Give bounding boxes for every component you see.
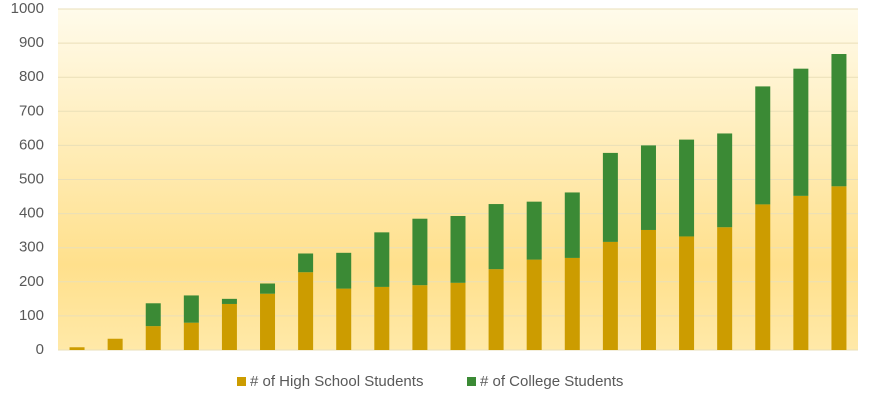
bar-segment [374, 286, 390, 350]
bar-segment [831, 54, 847, 187]
bar-segment [412, 285, 428, 350]
bar-segment [450, 282, 466, 350]
bar-segment [183, 295, 199, 323]
bar-segment [336, 288, 352, 350]
bar-segment [298, 272, 314, 350]
y-tick-label: 700 [19, 102, 44, 119]
bar-segment [488, 269, 504, 350]
bar-segment [69, 347, 85, 350]
bar-segment [640, 229, 656, 350]
y-tick-label: 100 [19, 307, 44, 324]
legend-label: # of College Students [480, 373, 623, 390]
bar-segment [221, 298, 237, 304]
bar-segment [298, 253, 314, 273]
y-tick-label: 300 [19, 239, 44, 256]
bar-segment [717, 133, 733, 228]
bar-segment [602, 152, 618, 242]
y-tick-label: 600 [19, 136, 44, 153]
legend-swatch [467, 377, 476, 386]
bar-segment [717, 227, 733, 350]
y-tick-label: 0 [36, 341, 44, 358]
bar-segment [107, 338, 123, 350]
bar-segment [221, 303, 237, 350]
bar-segment [793, 68, 809, 196]
bar-segment [260, 293, 276, 350]
bar-segment [488, 204, 504, 270]
bar-segment [336, 252, 352, 289]
y-tick-label: 1000 [11, 0, 44, 17]
y-tick-label: 800 [19, 68, 44, 85]
bar-segment [374, 232, 390, 287]
bar-segment [145, 303, 161, 327]
legend-swatch [237, 377, 246, 386]
legend-label: # of High School Students [250, 373, 423, 390]
bar-segment [564, 257, 580, 350]
bar-segment [755, 86, 771, 205]
bar-segment [602, 241, 618, 350]
bar-segment [831, 186, 847, 350]
y-tick-label: 200 [19, 273, 44, 290]
bar-segment [679, 139, 695, 237]
bar-segment [260, 283, 276, 294]
bar-segment [145, 326, 161, 350]
bar-segment [526, 201, 542, 260]
bar-segment [640, 145, 656, 230]
y-tick-label: 900 [19, 34, 44, 51]
bar-segment [679, 236, 695, 350]
bar-segment [450, 215, 466, 283]
bar-segment [755, 204, 771, 350]
y-tick-label: 400 [19, 205, 44, 222]
bar-segment [564, 192, 580, 258]
bar-segment [183, 322, 199, 350]
bar-segment [526, 259, 542, 350]
bar-segment [793, 195, 809, 350]
y-tick-label: 500 [19, 170, 44, 187]
bar-segment [412, 218, 428, 286]
